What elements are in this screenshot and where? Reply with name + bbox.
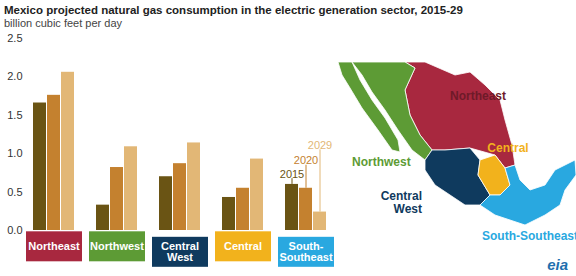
svg-text:2020: 2020 xyxy=(294,154,318,166)
svg-text:Northeast: Northeast xyxy=(28,240,80,252)
svg-text:0.5: 0.5 xyxy=(7,186,22,198)
html-text:billion cubic feet per day: billion cubic feet per day xyxy=(4,17,122,29)
svg-text:2029: 2029 xyxy=(308,139,332,151)
svg-text:2.0: 2.0 xyxy=(7,70,22,82)
svg-text:CentralWest: CentralWest xyxy=(161,240,199,263)
svg-text:Northwest: Northwest xyxy=(90,240,144,252)
svg-text:1.0: 1.0 xyxy=(7,147,22,159)
svg-text:2.5: 2.5 xyxy=(7,32,22,44)
svg-text:South-Southeast: South-Southeast xyxy=(482,229,576,243)
svg-text:1.5: 1.5 xyxy=(7,109,22,121)
svg-text:Northeast: Northeast xyxy=(450,89,506,103)
svg-text:0.0: 0.0 xyxy=(7,224,22,236)
svg-text:South-Southeast: South-Southeast xyxy=(279,240,333,263)
html-text:Mexico projected natural gas c: Mexico projected natural gas consumption… xyxy=(4,4,463,16)
svg-text:Northwest: Northwest xyxy=(352,155,411,169)
svg-text:2015: 2015 xyxy=(280,168,304,180)
html-text:eia: eia xyxy=(547,256,568,273)
svg-text:CentralWest: CentralWest xyxy=(381,189,422,216)
svg-text:Central: Central xyxy=(224,240,262,252)
svg-text:Central: Central xyxy=(487,141,528,155)
